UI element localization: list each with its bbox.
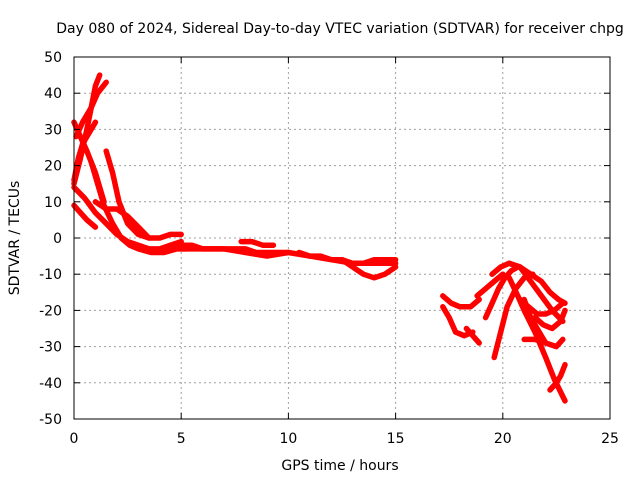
series-arc-2 xyxy=(73,79,109,140)
y-tick-label: 40 xyxy=(44,86,62,102)
x-tick-label: 20 xyxy=(494,431,512,447)
grid-lines xyxy=(74,57,610,419)
series-arc-15 xyxy=(440,293,482,310)
y-tick-label: 20 xyxy=(44,159,62,175)
series-arc-16 xyxy=(440,304,476,339)
y-tick-label: -20 xyxy=(39,303,62,319)
x-axis-label: GPS time / hours xyxy=(281,458,398,474)
series-arc-19 xyxy=(482,264,521,321)
series-arc-14 xyxy=(339,256,399,281)
y-tick-label: -40 xyxy=(39,376,62,392)
series-arc-9 xyxy=(92,199,152,241)
series-arc-27 xyxy=(547,361,568,393)
x-tick-label: 10 xyxy=(279,431,297,447)
series-arc-26 xyxy=(521,336,566,350)
series-arc-5 xyxy=(71,202,99,230)
series-arc-8 xyxy=(103,148,184,241)
series-arc-7 xyxy=(88,159,189,256)
y-tick-label: 10 xyxy=(44,195,62,211)
series-arc-24 xyxy=(506,275,568,404)
y-tick-label: -10 xyxy=(39,267,62,283)
axis-ticks: 0 5 10 15 20 25 -50 -40 -30 -20 -10 0 10 20 30 40 50 xyxy=(39,50,619,447)
x-tick-label: 0 xyxy=(70,431,79,447)
series-arc-25 xyxy=(521,296,549,346)
series-arc-17 xyxy=(463,325,482,346)
series-arc-18 xyxy=(474,271,506,299)
series-group xyxy=(71,72,568,404)
y-tick-label: 30 xyxy=(44,122,62,138)
series-arc-28 xyxy=(532,307,568,332)
x-tick-label: 25 xyxy=(601,431,619,447)
y-tick-label: -50 xyxy=(39,412,62,428)
chart-title: Day 080 of 2024, Sidereal Day-to-day VTE… xyxy=(56,21,624,37)
x-tick-label: 5 xyxy=(177,431,186,447)
y-tick-label: 50 xyxy=(44,50,62,66)
series-arc-12 xyxy=(238,238,277,248)
y-tick-label: -30 xyxy=(39,340,62,356)
series-arc-4 xyxy=(71,119,99,183)
y-axis-label: SDTVAR / TECUs xyxy=(7,181,23,296)
x-tick-label: 15 xyxy=(387,431,405,447)
y-tick-label: 0 xyxy=(53,231,62,247)
series-arc-21 xyxy=(489,260,568,306)
